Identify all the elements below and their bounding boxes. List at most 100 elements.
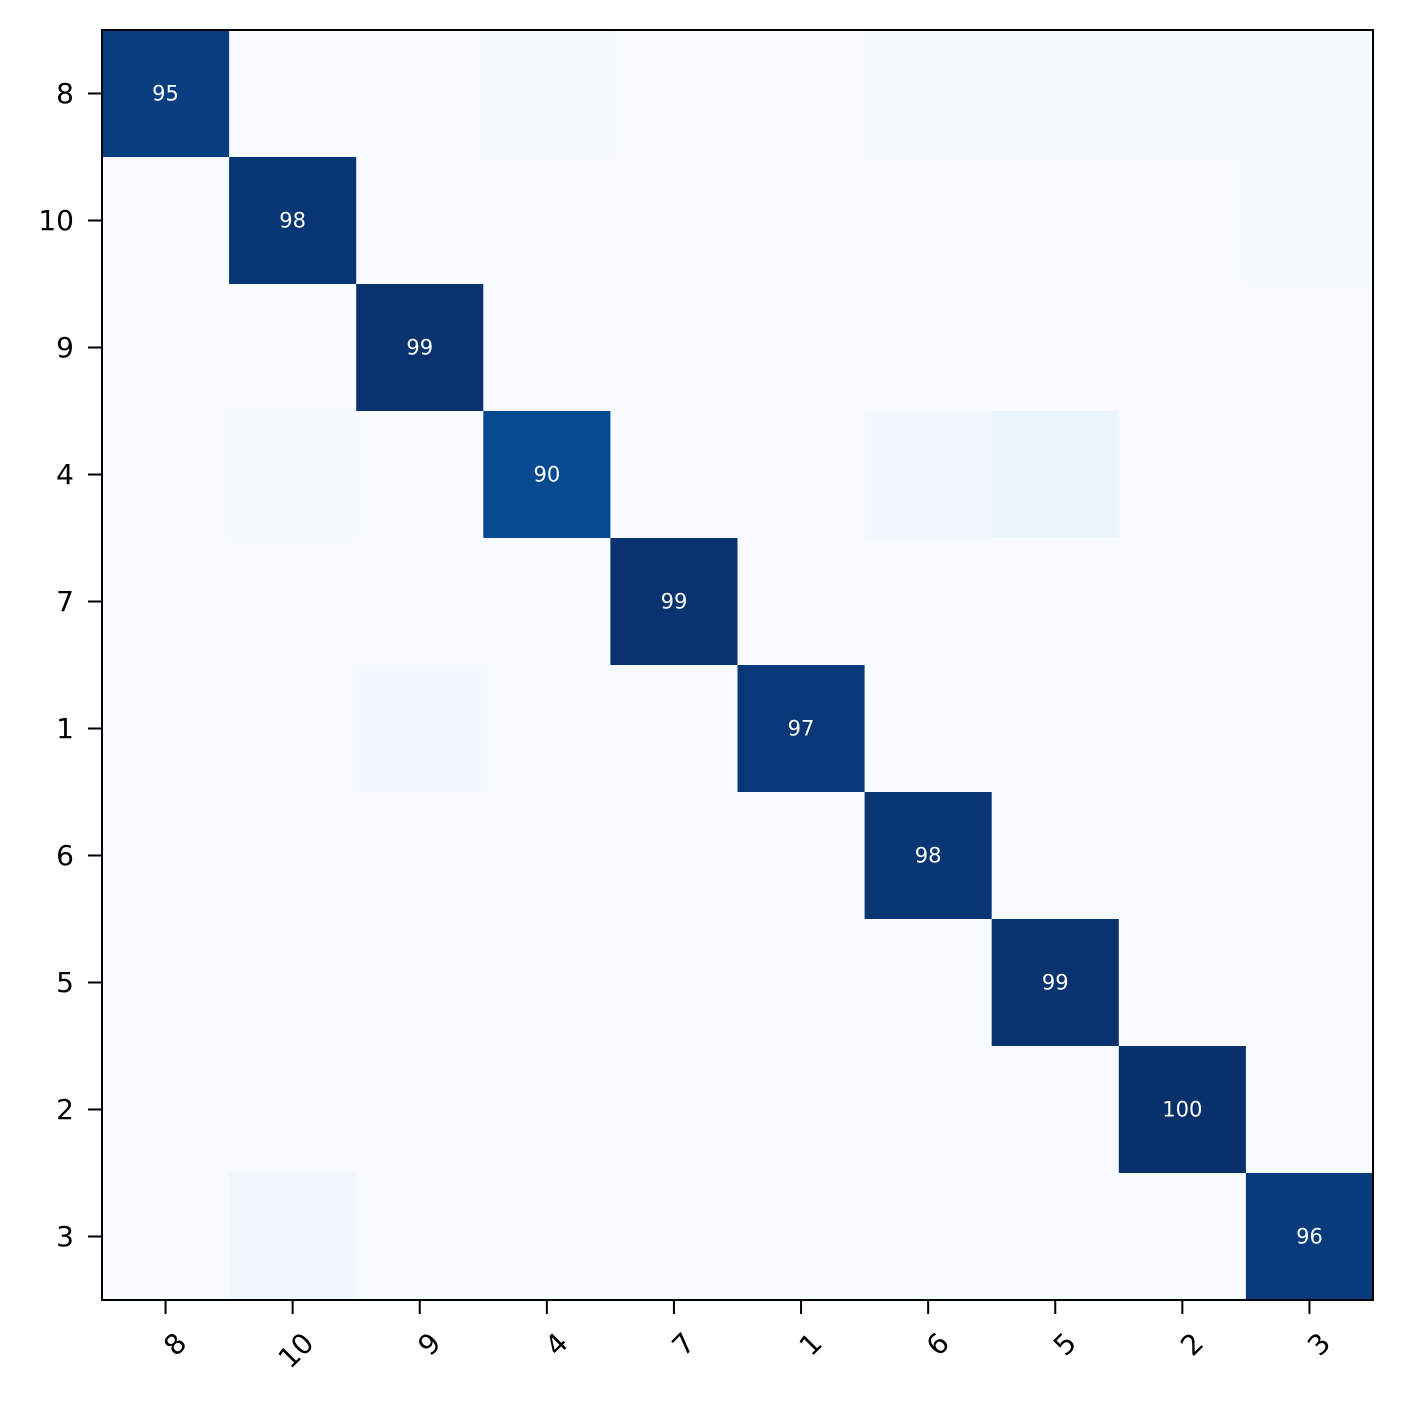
heatmap-cell [610, 1173, 738, 1301]
x-tick-label: 3 [1301, 1326, 1337, 1362]
heatmap-cell [483, 919, 611, 1047]
x-tick-label: 9 [411, 1326, 447, 1362]
x-tick-label: 2 [1174, 1326, 1210, 1362]
heatmap-cell [991, 284, 1120, 412]
heatmap-cell [610, 1046, 738, 1174]
x-axis: 8 10 9 4 7 1 6 5 2 3 [157, 1300, 1337, 1375]
y-tick-label: 7 [56, 585, 74, 618]
heatmap-cell [1118, 792, 1247, 920]
heatmap-cell [864, 1173, 993, 1301]
heatmap-cell [864, 411, 993, 539]
heatmap-cell [991, 792, 1120, 920]
heatmap-cell [864, 792, 993, 920]
heatmap-cell [610, 919, 738, 1047]
x-tick-label: 8 [157, 1326, 193, 1362]
heatmap-cell [864, 30, 993, 158]
heatmap-cell [102, 538, 230, 666]
heatmap-cell [737, 538, 866, 666]
y-tick-label: 8 [56, 77, 74, 110]
heatmap-cell [1118, 157, 1247, 285]
heatmap-cell [1118, 919, 1247, 1047]
heatmap-cell [610, 157, 738, 285]
heatmap-cell [1245, 1046, 1374, 1174]
heatmap-cell [483, 411, 611, 539]
heatmap-cell [991, 30, 1120, 158]
heatmap-cell [483, 1173, 611, 1301]
heatmap-cell [483, 538, 611, 666]
heatmap-cell [229, 411, 357, 539]
cell-value-label: 99 [406, 336, 433, 360]
heatmap-cell [483, 1046, 611, 1174]
heatmap-cell [102, 919, 230, 1047]
heatmap-cell [737, 1173, 866, 1301]
heatmap-cell [356, 538, 484, 666]
heatmap-cell [991, 538, 1120, 666]
heatmap-cell [737, 30, 866, 158]
heatmap-cell [864, 1046, 993, 1174]
heatmap-cell [864, 538, 993, 666]
heatmap-cell [483, 665, 611, 793]
x-tick-label: 10 [272, 1326, 321, 1375]
heatmap-cell [483, 284, 611, 412]
heatmap-cell [610, 284, 738, 412]
heatmap-cell [610, 30, 738, 158]
heatmap-cell [737, 665, 866, 793]
cell-value-label: 98 [915, 844, 942, 868]
cell-value-label: 96 [1296, 1225, 1323, 1249]
heatmap-cell [356, 1173, 484, 1301]
heatmap-cell [991, 665, 1120, 793]
heatmap-cell [229, 538, 357, 666]
x-tick-label: 1 [793, 1326, 829, 1362]
heatmap-cell [229, 157, 357, 285]
heatmap-cell [229, 30, 357, 158]
heatmap-cell [356, 411, 484, 539]
y-tick-label: 10 [38, 204, 74, 237]
heatmap-cell [991, 411, 1120, 539]
heatmap-cell [1245, 538, 1374, 666]
heatmap-cell [1245, 30, 1374, 158]
heatmap-cell [356, 665, 484, 793]
plot-frame [101, 29, 1374, 1301]
cell-value-label: 99 [1042, 971, 1069, 995]
heatmap-cell [102, 284, 230, 412]
heatmap-cell [991, 1046, 1120, 1174]
y-tick-label: 2 [56, 1093, 74, 1126]
heatmap-cell [483, 792, 611, 920]
heatmap-cell [610, 411, 738, 539]
heatmap-cell [102, 411, 230, 539]
heatmap-cell [1245, 411, 1374, 539]
heatmap-cell [737, 284, 866, 412]
heatmap-cell [1245, 1173, 1374, 1301]
heatmap-cell [102, 792, 230, 920]
heatmap-cell [356, 284, 484, 412]
heatmap-cell [737, 919, 866, 1047]
heatmap-cell [737, 411, 866, 539]
heatmap-cell [1245, 157, 1374, 285]
heatmap-cell [229, 284, 357, 412]
heatmap-cell [864, 919, 993, 1047]
heatmap-cell [864, 665, 993, 793]
y-tick-label: 4 [56, 458, 74, 491]
heatmap-cell [102, 665, 230, 793]
heatmap-cell [1245, 792, 1374, 920]
heatmap-cell [1118, 538, 1247, 666]
heatmap-cell [737, 1046, 866, 1174]
heatmap-cell [1245, 919, 1374, 1047]
heatmap-cell [356, 792, 484, 920]
heatmap-cell [483, 157, 611, 285]
heatmap-cell [102, 1046, 230, 1174]
heatmap-cell [1118, 30, 1247, 158]
cell-value-label: 99 [661, 590, 688, 614]
heatmap-cells [102, 30, 1374, 1301]
x-tick-label: 7 [666, 1326, 702, 1362]
heatmap-cell-labels: 95 98 99 90 99 97 98 99 100 96 [152, 82, 1323, 1249]
heatmap-cell [610, 538, 738, 666]
x-tick-label: 5 [1047, 1326, 1083, 1362]
y-tick-label: 3 [56, 1220, 74, 1253]
heatmap-cell [229, 1046, 357, 1174]
heatmap-cell [356, 157, 484, 285]
y-tick-label: 6 [56, 839, 74, 872]
heatmap-cell [991, 1173, 1120, 1301]
heatmap-cell [737, 792, 866, 920]
cell-value-label: 97 [788, 717, 815, 741]
